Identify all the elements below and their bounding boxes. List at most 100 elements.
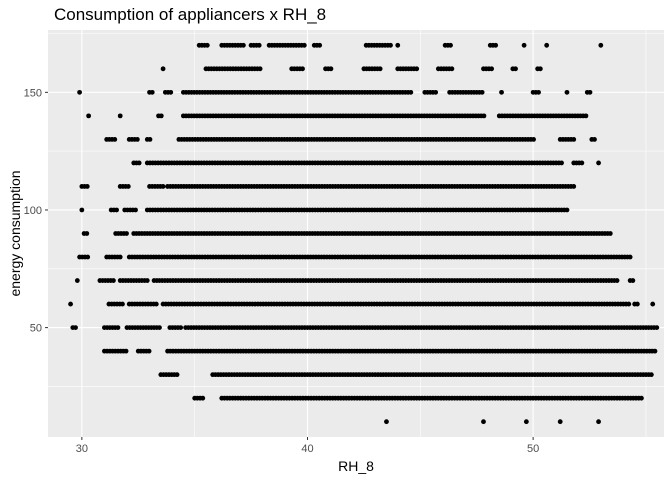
scatter-point	[84, 231, 90, 236]
scatter-point	[178, 325, 184, 331]
scatter-point	[433, 89, 439, 95]
scatter-point	[414, 66, 420, 72]
scatter-point	[598, 42, 604, 48]
scatter-point	[168, 89, 174, 95]
scatter-point	[388, 42, 393, 48]
x-axis-title: RH_8	[338, 458, 374, 474]
scatter-point	[115, 325, 121, 331]
scatter-point	[79, 207, 85, 213]
scatter-point	[448, 42, 453, 48]
scatter-point	[626, 301, 632, 307]
scatter-point	[408, 89, 414, 95]
chart-title: Consumption of appliancers x RH_8	[54, 5, 327, 24]
scatter-point	[587, 89, 593, 95]
scatter-point	[493, 42, 499, 48]
scatter-point	[537, 66, 543, 72]
scatter-point	[146, 348, 152, 354]
y-axis-title: energy consumption	[7, 170, 23, 296]
scatter-point	[120, 301, 125, 307]
scatter-point	[627, 254, 633, 260]
scatter-point	[571, 136, 577, 142]
scatter-point	[301, 42, 307, 48]
scatter-point	[639, 395, 644, 401]
scatter-point	[579, 160, 585, 166]
scatter-point	[489, 66, 495, 72]
scatter-point	[204, 42, 210, 48]
scatter-point	[328, 66, 334, 72]
scatter-point	[630, 278, 636, 283]
scatter-point	[559, 160, 564, 166]
scatter-point	[583, 113, 589, 119]
y-tick-label: 150	[24, 87, 42, 99]
scatter-point	[395, 42, 401, 48]
scatter-point	[596, 419, 601, 425]
scatter-point	[300, 66, 305, 72]
scatter-point	[499, 89, 504, 95]
scatter-point	[174, 372, 180, 378]
y-tick-label: 50	[30, 323, 42, 335]
scatter-point	[133, 207, 138, 213]
scatter-point	[84, 184, 90, 189]
scatter-point	[449, 66, 455, 72]
scatter-point	[77, 89, 82, 95]
scatter-point	[481, 113, 487, 119]
scatter-point	[153, 301, 159, 307]
data-points	[68, 42, 660, 425]
scatter-point	[68, 301, 73, 307]
scatter-point	[654, 325, 660, 331]
scatter-point	[256, 42, 262, 48]
scatter-point	[614, 278, 620, 283]
scatter-point	[652, 348, 658, 354]
scatter-point	[536, 89, 541, 95]
scatter-point	[531, 136, 536, 142]
scatter-point	[592, 136, 597, 142]
scatter-point	[523, 419, 529, 425]
scatter-point	[564, 207, 570, 213]
scatter-point	[74, 278, 80, 283]
scatter-point	[521, 42, 527, 48]
scatter-point	[85, 254, 91, 260]
scatter-point	[571, 184, 577, 189]
scatter-point	[479, 89, 485, 95]
scatter-point	[481, 419, 486, 425]
scatter-point	[650, 301, 656, 307]
scatter-point	[73, 325, 78, 331]
x-tick-label: 30	[76, 443, 88, 455]
scatter-point	[114, 207, 119, 213]
scatter-point	[117, 113, 123, 119]
scatter-point	[157, 325, 162, 331]
scatter-point	[158, 113, 164, 119]
scatter-point	[86, 113, 92, 119]
scatter-point	[149, 89, 155, 95]
scatter-point	[557, 419, 563, 425]
scatter-point	[134, 136, 140, 142]
scatter-point	[200, 395, 206, 401]
scatter-point	[160, 184, 166, 189]
scatter-point	[648, 372, 654, 378]
scatter-point	[123, 348, 129, 354]
scatter-point	[112, 136, 118, 142]
scatter-point	[160, 66, 166, 72]
scatter-point	[317, 42, 323, 48]
scatter-point	[125, 184, 131, 189]
scatter-point	[634, 301, 640, 307]
x-axis: 30 40 50	[76, 437, 539, 455]
scatter-point	[607, 231, 613, 236]
scatter-point	[544, 42, 550, 48]
scatter-point	[564, 89, 570, 95]
scatter-point	[596, 160, 601, 166]
y-axis: 50 100 150	[24, 87, 48, 335]
scatter-point	[384, 419, 389, 425]
x-tick-label: 40	[301, 443, 313, 455]
scatter-point	[117, 254, 123, 260]
scatter-point	[111, 278, 116, 283]
y-tick-label: 100	[24, 205, 42, 217]
scatter-point	[241, 42, 246, 48]
scatter-point	[144, 278, 150, 283]
scatter-point	[377, 66, 383, 72]
scatter-point	[136, 160, 142, 166]
scatter-point	[147, 136, 153, 142]
scatter-point	[124, 231, 129, 236]
x-tick-label: 50	[527, 443, 539, 455]
